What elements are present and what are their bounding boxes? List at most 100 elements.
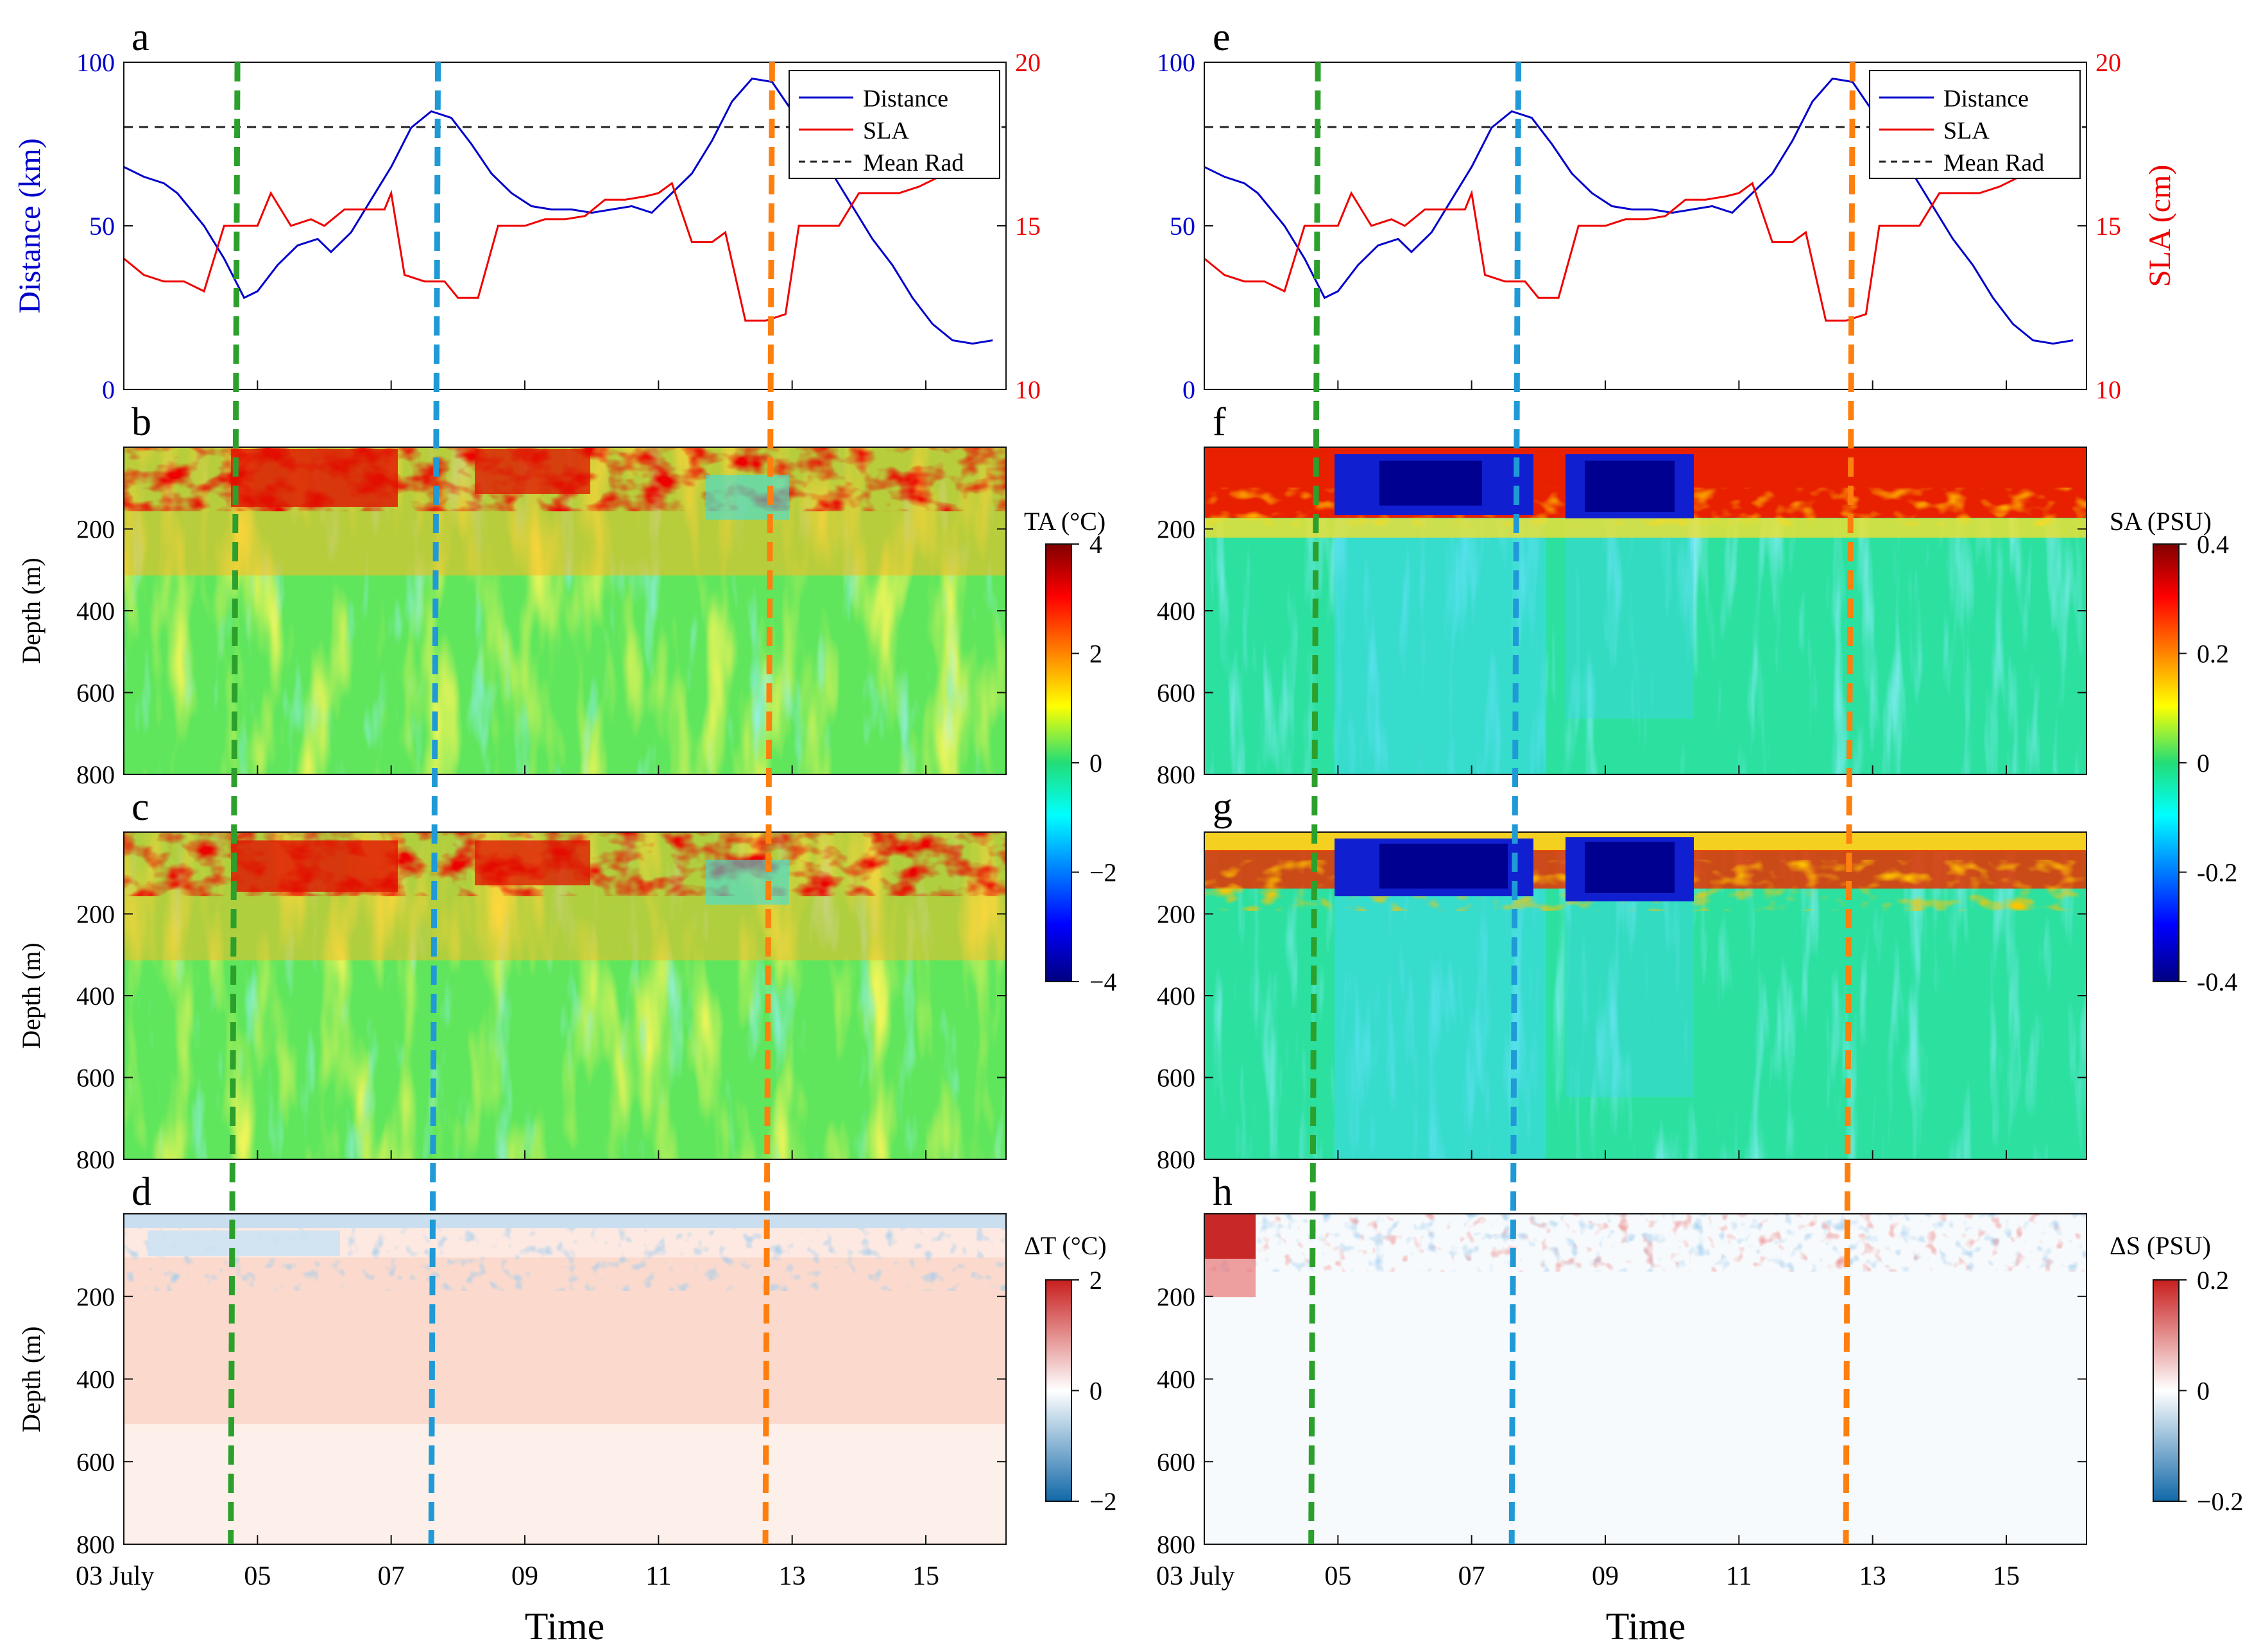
axes-e: 0 50 100 10 15 20 <box>1157 48 2121 404</box>
series-distance-line <box>123 77 993 345</box>
ytick-label: 200 <box>1157 515 1195 544</box>
heatmap-b-red-block-2 <box>475 449 590 494</box>
ytick-label: 600 <box>1157 1064 1195 1093</box>
legend-a: Distance SLA Mean Rad <box>789 70 1000 179</box>
ylabel-sla: SLA (cm) <box>2143 165 2177 287</box>
xtick-label: 03 July <box>1156 1562 1235 1591</box>
ytick-label: 400 <box>76 982 115 1010</box>
heatmap-d-surface-strip <box>124 1214 1006 1228</box>
colorbar-dt-gradient <box>1045 1279 1072 1502</box>
colorbar-sa: 0.4 0.2 0 -0.2 -0.4 <box>2153 530 2237 996</box>
ytick-label: 200 <box>76 1282 115 1311</box>
colorbar-tick-label: 4 <box>1089 530 1102 559</box>
panel-d: d 200 400 600 800 Depth (m) ΔT (°C) 03 July… <box>17 1170 1107 1648</box>
heatmap-c-cool-patch <box>706 860 789 905</box>
colorbar-tick-label: 0.2 <box>2197 640 2229 668</box>
colorbar-ds-gradient <box>2153 1279 2180 1502</box>
ytick-label: 600 <box>76 679 115 708</box>
heatmap-d-deep-fade <box>124 1424 1006 1544</box>
panel-e: e 0 50 100 10 15 20 SLA (cm) Distance SLA Mea… <box>1157 15 2177 404</box>
series-sla-line <box>1204 88 2074 322</box>
ytick-left-label: 50 <box>1170 212 1195 241</box>
colorbar-tick-label: −0.2 <box>2197 1487 2244 1516</box>
xtick-label: 07 <box>378 1562 405 1591</box>
x-axis-left: 03 July 05 07 09 11 13 15 <box>76 1562 939 1591</box>
heatmap-f-top-yellow <box>1204 518 2086 538</box>
colorbar-sa-ticks: 0.4 0.2 0 -0.2 -0.4 <box>2179 530 2237 996</box>
legend-e-distance-label: Distance <box>1943 85 2029 112</box>
series-distance-line <box>1204 77 2074 345</box>
ytick-label: 800 <box>76 1530 115 1559</box>
xtick-label: 07 <box>1458 1562 1485 1591</box>
ylabel-depth-d: Depth (m) <box>17 1326 46 1433</box>
ytick-label: 600 <box>76 1447 115 1476</box>
ytick-label: 800 <box>76 1145 115 1174</box>
ylabel-depth-c: Depth (m) <box>17 942 46 1049</box>
colorbar-sa-gradient <box>2153 543 2180 982</box>
ytick-left-label: 0 <box>1182 375 1195 404</box>
ytick-left-label: 0 <box>102 375 115 404</box>
xtick-label: 09 <box>1592 1562 1619 1591</box>
xtick-label: 15 <box>1993 1562 2020 1591</box>
ytick-label: 400 <box>76 1365 115 1394</box>
colorbar-label-sa: SA (PSU) <box>2110 507 2212 536</box>
colorbar-ta-ticks: 4 2 0 −2 −4 <box>1071 530 1117 996</box>
heatmap-h-red-corner <box>1204 1214 1256 1259</box>
plot-a-lines <box>123 77 994 345</box>
colorbar-tick-label: −2 <box>1089 1487 1117 1516</box>
panel-f: f 200 400 600 800 SA (PSU) <box>1157 400 2212 789</box>
heatmap-g-navy-block-2 <box>1585 842 1675 893</box>
ytick-label: 400 <box>1157 597 1195 626</box>
colorbar-tick-label: 0 <box>2197 749 2210 778</box>
colorbar-tick-label: -0.2 <box>2197 858 2237 887</box>
xtick-label: 11 <box>645 1562 671 1591</box>
axes-a: 0 50 100 10 15 20 <box>76 48 1041 404</box>
event-marker-line <box>1843 62 1856 1545</box>
ytick-label: 800 <box>76 760 115 789</box>
heatmap-f-navy-block-1 <box>1379 461 1482 506</box>
ylabel-distance: Distance (km) <box>13 138 47 313</box>
xlabel-time-left: Time <box>525 1605 605 1648</box>
axes-f: 200 400 600 800 <box>1157 515 2086 789</box>
legend-e: Distance SLA Mean Rad <box>1869 70 2081 179</box>
event-marker-line <box>762 62 775 1545</box>
ytick-label: 800 <box>1157 1145 1195 1174</box>
panel-letter-a: a <box>132 15 149 59</box>
ytick-label: 800 <box>1157 760 1195 789</box>
ytick-label: 200 <box>1157 900 1195 929</box>
ytick-left-label: 100 <box>1157 48 1195 77</box>
panel-letter-f: f <box>1213 400 1226 444</box>
ytick-label: 600 <box>1157 1447 1195 1476</box>
ytick-label: 800 <box>1157 1530 1195 1559</box>
colorbar-dt: 2 0 −2 <box>1045 1266 1117 1516</box>
colorbar-tick-label: −2 <box>1089 858 1117 887</box>
event-markers <box>228 62 1856 1545</box>
event-marker-line <box>1508 62 1522 1545</box>
ytick-left-label: 100 <box>76 48 115 77</box>
ytick-label: 600 <box>76 1064 115 1093</box>
colorbar-tick-label: 0.4 <box>2197 530 2229 559</box>
heatmap-h-red-corner-fade <box>1204 1259 1256 1297</box>
legend-meanrad-label: Mean Rad <box>863 149 964 176</box>
colorbar-tick-label: −4 <box>1089 967 1117 996</box>
panel-a: a 0 50 100 10 15 20 Distance (km) Distance SL… <box>13 15 1041 404</box>
colorbar-tick-label: 0 <box>1089 1377 1102 1406</box>
ytick-label: 200 <box>1157 1282 1195 1311</box>
ytick-label: 400 <box>1157 1365 1195 1394</box>
ytick-right-label: 20 <box>1015 48 1041 77</box>
colorbar-dt-ticks: 2 0 −2 <box>1071 1266 1117 1516</box>
colorbar-label-dt: ΔT (°C) <box>1024 1231 1107 1260</box>
colorbar-ds-ticks: 0.2 0 −0.2 <box>2179 1266 2244 1516</box>
panel-letter-c: c <box>132 785 149 829</box>
axes-c: 200 400 600 800 <box>76 900 1006 1174</box>
colorbar-ta: 4 2 0 −2 −4 <box>1045 530 1117 996</box>
heatmap-c-red-block-2 <box>475 840 590 885</box>
event-marker-line <box>228 62 241 1545</box>
ytick-label: 600 <box>1157 679 1195 708</box>
panel-c: c 200 400 600 800 Depth (m) <box>17 785 1007 1174</box>
axes-d: 200 400 600 800 <box>76 1282 1006 1559</box>
heatmap-h-warm-texture <box>1204 1214 2086 1272</box>
legend-e-sla-label: SLA <box>1943 117 1990 144</box>
colorbar-tick-label: 0 <box>2197 1377 2210 1406</box>
